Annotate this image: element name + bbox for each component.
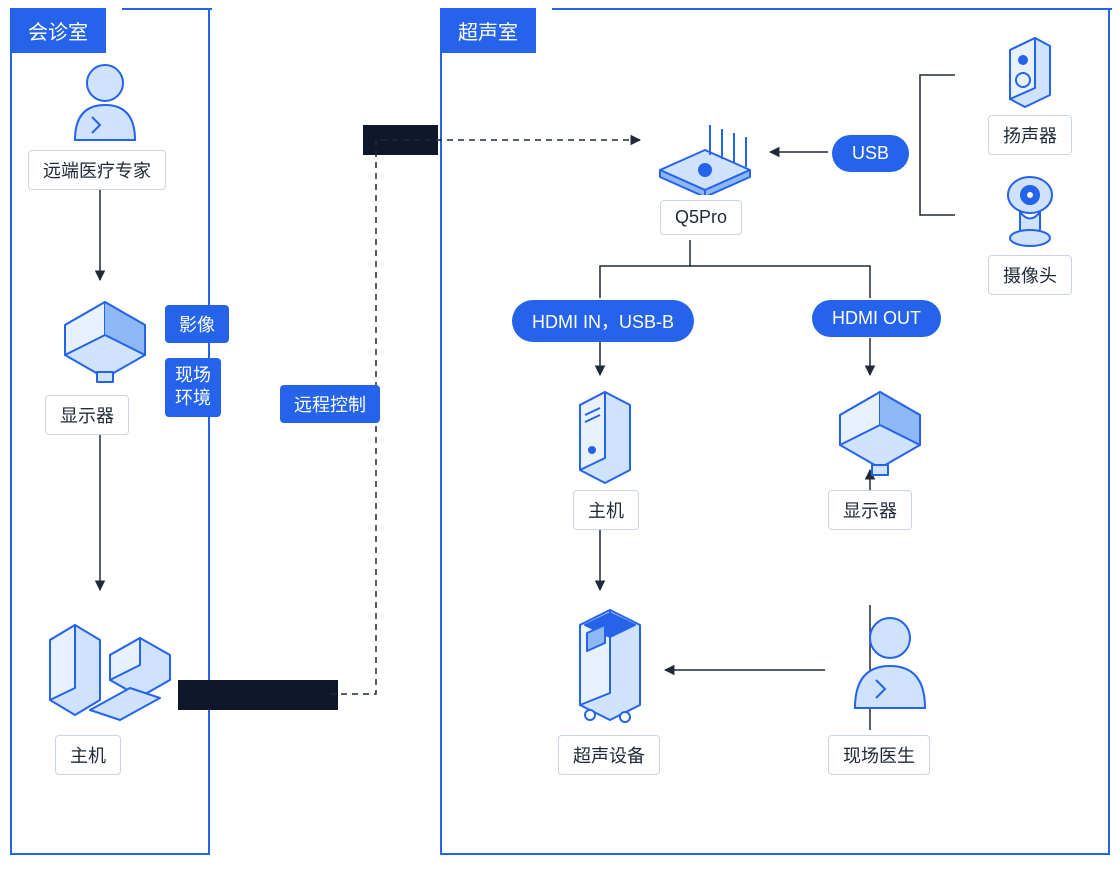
left-monitor-label: 显示器 <box>45 395 129 435</box>
room-right-title: 超声室 <box>440 8 536 53</box>
room-left-title: 会诊室 <box>10 8 106 53</box>
xianchang-tag: 现场 环境 <box>165 358 221 417</box>
hdmi-in-tag: HDMI IN，USB-B <box>512 300 694 342</box>
q5pro-label: Q5Pro <box>660 200 742 235</box>
hdmi-out-tag: HDMI OUT <box>812 300 941 337</box>
black-bar-1 <box>178 680 338 710</box>
black-bar-2 <box>363 125 438 155</box>
remote-expert-label: 远端医疗专家 <box>28 150 166 190</box>
speaker-icon <box>995 30 1065 115</box>
onsite-doctor-label: 现场医生 <box>828 735 930 775</box>
left-host-label: 主机 <box>55 735 121 775</box>
person-icon <box>60 55 150 150</box>
ultrasound-icon <box>565 595 655 735</box>
monitor-icon <box>55 290 155 390</box>
onsite-person-icon <box>840 608 940 723</box>
remote-control-tag: 远程控制 <box>280 385 380 423</box>
speaker-label: 扬声器 <box>988 115 1072 155</box>
yingxiang-tag: 影像 <box>165 305 229 343</box>
router-icon <box>650 115 760 200</box>
right-monitor-label: 显示器 <box>828 490 912 530</box>
tower-icon <box>570 380 640 490</box>
right-host-label: 主机 <box>573 490 639 530</box>
right-monitor-icon <box>830 380 930 485</box>
camera-icon <box>995 170 1065 255</box>
usb-tag: USB <box>832 135 909 172</box>
ultrasound-label: 超声设备 <box>558 735 660 775</box>
camera-label: 摄像头 <box>988 255 1072 295</box>
pc-icon <box>40 600 180 735</box>
